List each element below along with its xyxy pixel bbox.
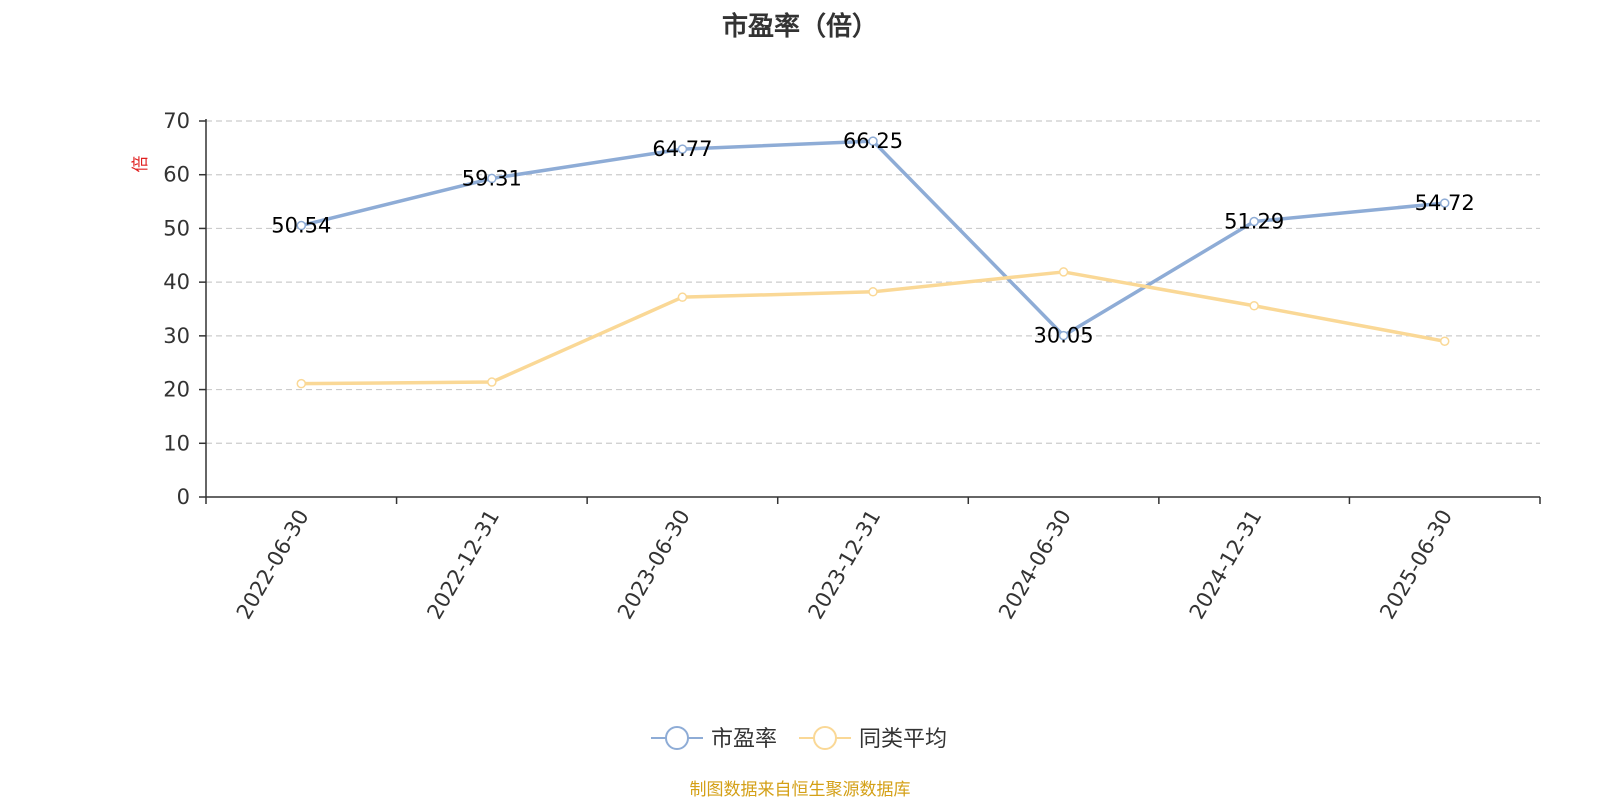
y-tick-label: 20 [163,378,190,402]
data-label: 51.29 [1224,209,1284,233]
y-tick-label: 30 [163,324,190,348]
y-tick-label: 60 [163,163,190,187]
x-tick-label: 2024-12-31 [1185,506,1267,624]
data-label: 30.05 [1034,324,1094,348]
y-tick-label: 70 [163,109,190,133]
x-tick-label: 2023-12-31 [804,506,886,624]
data-label: 54.72 [1415,191,1475,215]
axis-layer: 0 10 20 30 40 50 60 70 倍 2022-06-30 2022-12-31 2023… [131,109,1541,624]
legend-label: 同类平均 [859,727,947,752]
data-point [1439,198,1450,208]
x-tick-label: 2024-06-30 [994,506,1076,624]
legend: 市盈率 同类平均 [651,726,947,752]
y-tick-label: 10 [163,431,190,455]
grid-layer [206,120,1540,444]
x-tick-label: 2022-12-31 [422,506,504,624]
data-point [868,136,878,146]
data-point [677,292,688,302]
data-point [1249,216,1259,227]
data-point [1058,330,1069,341]
data-point [1249,301,1259,311]
x-tick-label: 2023-06-30 [613,506,695,624]
data-point [296,220,307,231]
data-point [296,378,307,389]
data-label-layer: 50.54 59.31 64.77 66.25 30.05 51.29 54.72 [271,129,1475,347]
legend-marker [665,726,689,750]
data-point [677,144,688,154]
data-point [487,377,497,387]
legend-marker [813,726,837,750]
data-point [1439,336,1450,346]
series-layer [296,136,1450,389]
x-tick-label: 2025-06-30 [1375,506,1457,624]
y-tick-label: 40 [163,270,190,294]
data-label: 66.25 [843,129,903,153]
legend-label: 市盈率 [711,727,777,752]
data-label: 64.77 [652,137,712,161]
data-point [487,173,497,184]
y-axis-unit-label: 倍 [131,155,151,172]
y-tick-label: 0 [177,485,190,509]
data-point [1058,267,1069,277]
chart-title: 市盈率（倍） [721,12,878,42]
x-tick-label: 2022-06-30 [232,506,314,624]
data-point [868,287,878,297]
y-tick-label: 50 [163,216,190,240]
data-label: 50.54 [271,214,331,238]
source-note: 制图数据来自恒生聚源数据库 [689,780,911,800]
data-label: 59.31 [462,166,522,190]
